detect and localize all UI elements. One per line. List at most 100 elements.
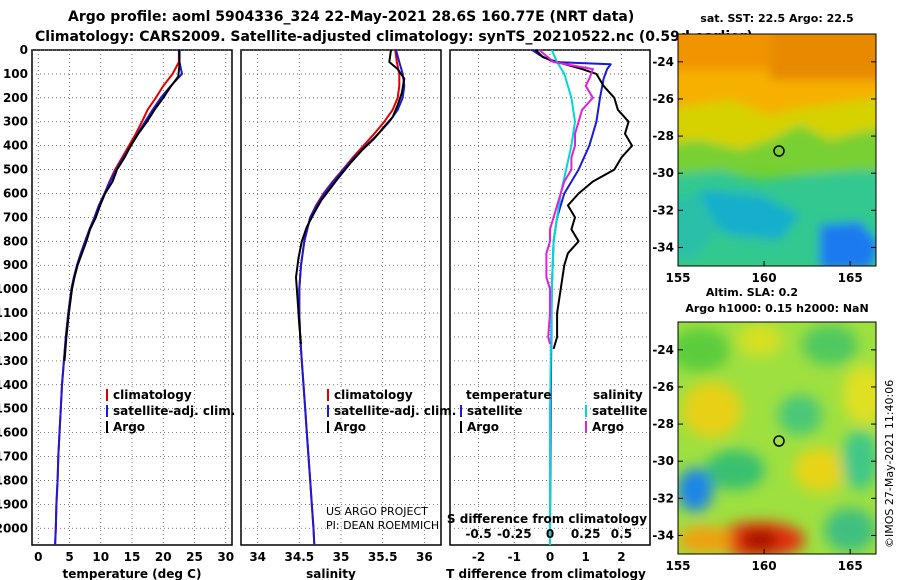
sla-map-title: Altim. SLA: 0.2	[706, 286, 798, 299]
sla-heatmap	[677, 321, 877, 555]
series-line-argo	[295, 49, 406, 345]
legend-header-salinity: salinity	[593, 388, 643, 402]
figure-title-line1: Argo profile: aoml 5904336_324 22-May-20…	[68, 9, 634, 25]
sst-map-title: sat. SST: 22.5 Argo: 22.5	[700, 12, 853, 25]
legend-label: Argo	[467, 420, 499, 434]
legend-label: climatology	[334, 388, 413, 402]
map-lat-label: -28	[652, 417, 674, 431]
temperature-panel	[31, 49, 233, 546]
depth-tick-label: 1900	[0, 497, 28, 511]
legend-label: Argo	[113, 420, 145, 434]
map-lat-label: -26	[652, 380, 674, 394]
salinity-axis-label: salinity	[306, 567, 356, 580]
x2-tick-label: 0.25	[571, 527, 601, 541]
sla-map-subtitle: Argo h1000: 0.15 h2000: NaN	[685, 302, 868, 315]
legend-label: climatology	[113, 388, 192, 402]
salinity-grid	[241, 49, 441, 545]
map-lon-label: 155	[665, 559, 690, 573]
x-tick-label: -1	[508, 550, 521, 564]
depth-tick-label: 1800	[0, 473, 28, 487]
series-line-sal_argo	[538, 49, 594, 345]
depth-tick-label: 1000	[0, 282, 28, 296]
depth-tick-label: 0	[20, 43, 28, 57]
imos-watermark: ©IMOS 27-May-2021 11:40:06	[883, 380, 896, 548]
x2-tick-label: -0.25	[497, 527, 532, 541]
series-line-argo	[534, 49, 634, 350]
x-tick-label: 20	[155, 550, 172, 564]
depth-tick-label: 300	[3, 115, 28, 129]
x-tick-label: 0	[34, 550, 42, 564]
legend-label: Argo	[334, 420, 366, 434]
x-tick-label: 10	[92, 550, 109, 564]
x-tick-label: 15	[124, 550, 141, 564]
depth-tick-label: 900	[3, 258, 28, 272]
legend-label: satellite	[467, 404, 522, 418]
salinity-series	[295, 49, 406, 546]
depth-tick-label: 600	[3, 186, 28, 200]
series-line-argo	[63, 50, 181, 361]
difference-series	[531, 49, 634, 546]
depth-tick-label: 1400	[0, 378, 28, 392]
difference-panel	[449, 49, 651, 546]
x-tick-label: 5	[65, 550, 73, 564]
legend-label: satellite	[592, 404, 647, 418]
depth-tick-label: 400	[3, 139, 28, 153]
x2-tick-label: 0.5	[611, 527, 632, 541]
credit-pi: PI: DEAN ROEMMICH	[326, 519, 439, 532]
depth-tick-label: 1100	[0, 306, 28, 320]
legend-label: satellite-adj. clim.	[334, 404, 456, 418]
legend-header-temperature: temperature	[466, 388, 551, 402]
map-lat-label: -30	[652, 166, 674, 180]
credit-project: US ARGO PROJECT	[326, 505, 428, 518]
depth-tick-label: 1500	[0, 402, 28, 416]
s-difference-axis-label: S difference from climatology	[447, 512, 647, 526]
depth-tick-label: 1700	[0, 450, 28, 464]
x2-tick-label: -0.5	[465, 527, 491, 541]
x-tick-label: 36	[416, 550, 433, 564]
temperature-grid	[32, 49, 232, 545]
difference-legend: temperature salinity satellite Argo sate…	[460, 388, 647, 434]
temperature-axis-label: temperature (deg C)	[63, 567, 202, 580]
x-tick-label: -2	[472, 550, 485, 564]
salinity-panel	[240, 49, 442, 546]
x-tick-label: 35	[333, 550, 350, 564]
figure-title-line2: Climatology: CARS2009. Satellite-adjuste…	[35, 29, 753, 45]
map-lon-label: 160	[752, 271, 777, 285]
x-tick-label: 30	[217, 550, 234, 564]
x-tick-label: 1	[582, 550, 590, 564]
depth-tick-label: 500	[3, 163, 28, 177]
depth-tick-label: 700	[3, 210, 28, 224]
series-line-sal_satellite	[549, 49, 576, 545]
salinity-legend: climatology satellite-adj. clim. Argo	[327, 388, 456, 434]
sla-float-position-marker	[773, 435, 785, 447]
map-lat-label: -28	[652, 129, 674, 143]
depth-tick-label: 200	[3, 91, 28, 105]
map-lon-label: 155	[665, 271, 690, 285]
map-lat-label: -34	[652, 240, 674, 254]
x-tick-label: 34	[249, 550, 266, 564]
map-lat-label: -32	[652, 491, 674, 505]
depth-tick-labels: 0 100 200 300 400 500 600 700 800 900 1000 1100 1200…	[0, 43, 28, 535]
depth-tick-label: 100	[3, 67, 28, 81]
map-lat-label: -34	[652, 528, 674, 542]
map-lon-label: 165	[838, 271, 863, 285]
depth-tick-label: 1600	[0, 426, 28, 440]
depth-tick-label: 1300	[0, 354, 28, 368]
map-lat-label: -26	[652, 92, 674, 106]
depth-tick-label: 800	[3, 234, 28, 248]
map-lat-label: -24	[652, 55, 674, 69]
x-tick-label: 35.5	[368, 550, 398, 564]
x-tick-label: 25	[186, 550, 203, 564]
x2-tick-label: 0	[546, 527, 554, 541]
depth-tick-label: 2000	[0, 521, 28, 535]
sst-heatmap	[677, 33, 877, 267]
legend-label: Argo	[592, 420, 624, 434]
temperature-series	[54, 49, 183, 546]
map-lon-label: 160	[752, 559, 777, 573]
x-tick-label: 2	[617, 550, 625, 564]
depth-tick-label: 1200	[0, 330, 28, 344]
x-tick-labels: 0 5 10 15 20 25 30 34 34.5 35 35.5 36 -2 -1 0 1 2 -0.5 -0.…	[34, 527, 632, 564]
map-lat-label: -30	[652, 454, 674, 468]
series-line-satellite	[298, 49, 406, 546]
